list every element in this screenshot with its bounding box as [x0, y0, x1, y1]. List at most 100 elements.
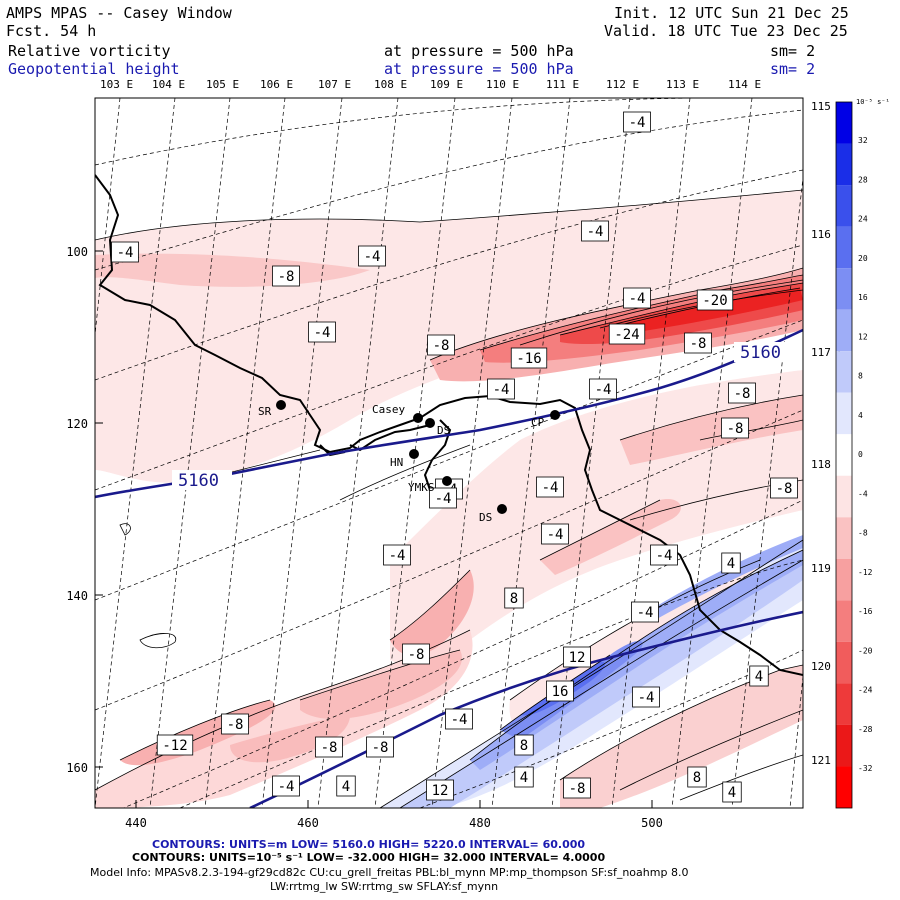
model-info: Model Info: MPASv8.2.3-194-gf29cd82c CU:…: [90, 866, 689, 879]
colorbar-swatch: [836, 392, 852, 435]
vorticity-label: -4: [541, 523, 569, 545]
vorticity-label: -8: [221, 713, 249, 735]
vorticity-label: 12: [563, 646, 591, 668]
colorbar-swatch: [836, 143, 852, 186]
colorbar-label: 8: [858, 372, 863, 381]
vorticity-label: -8: [402, 643, 430, 665]
svg-text:-4: -4: [364, 249, 381, 265]
x-tick-label: 440: [125, 816, 147, 830]
field2-level: at pressure = 500 hPa: [384, 60, 574, 78]
svg-text:-8: -8: [227, 717, 244, 733]
colorbar-swatch: [836, 268, 852, 310]
latlon-grid: [95, 98, 803, 808]
vorticity-label: -8: [366, 736, 394, 758]
svg-text:-8: -8: [278, 269, 295, 285]
y-axis-labels: 100 120 140 160: [66, 245, 88, 775]
svg-text:16: 16: [552, 684, 569, 700]
colorbar-swatch: [836, 351, 852, 393]
station-dot: [425, 418, 435, 428]
station-label: YMKS: [408, 481, 435, 494]
svg-text:-4: -4: [278, 779, 295, 795]
colorbar-swatch: [836, 309, 852, 352]
svg-text:4: 4: [728, 785, 736, 801]
vorticity-label: -4: [631, 601, 659, 623]
colorbar-label: 20: [858, 254, 868, 263]
init-time: Init. 12 UTC Sun 21 Dec 25: [614, 4, 849, 22]
colorbar-label: -4: [858, 489, 868, 498]
colorbar-label: 4: [858, 411, 863, 420]
lon-label-top: 103 E: [100, 78, 134, 91]
svg-text:-4: -4: [629, 291, 646, 307]
station-dot: [550, 410, 560, 420]
svg-text:-8: -8: [734, 386, 751, 402]
svg-text:-8: -8: [727, 421, 744, 437]
map-layers: 5160 5160 -4-4 -4-8-4-4-4 -20-8-24-8-16-4-…: [95, 98, 803, 808]
vorticity-label: 8: [687, 766, 707, 788]
svg-text:4: 4: [342, 779, 350, 795]
colorbar-swatch: [836, 558, 852, 601]
axis-ticks: [95, 250, 653, 808]
station-label: DS: [479, 511, 492, 524]
vorticity-label: -16: [510, 347, 548, 369]
station-label: SR: [258, 405, 272, 418]
colorbar-label: -20: [858, 646, 873, 655]
colorbar-swatch: [836, 600, 852, 642]
vorticity-label: -8: [427, 334, 455, 356]
stations: SR Casey DS HN YMKS DS CP: [258, 400, 560, 524]
colorbar-swatch: [836, 226, 852, 269]
svg-text:-4: -4: [451, 712, 468, 728]
vorticity-contour-info: CONTOURS: UNITS=10⁻⁵ s⁻¹ LOW= -32.000 HI…: [132, 851, 606, 864]
height-contour-info: CONTOURS: UNITS=m LOW= 5160.0 HIGH= 5220…: [152, 838, 586, 851]
vorticity-label: 4: [722, 781, 742, 803]
station-dot: [442, 476, 452, 486]
colorbar-swatch: [836, 475, 852, 518]
vorticity-label: 4: [514, 766, 534, 788]
lon-label-top: 107 E: [318, 78, 352, 91]
colorbar-swatch: [836, 641, 852, 684]
svg-text:-8: -8: [321, 740, 338, 756]
svg-text:8: 8: [510, 591, 518, 607]
vorticity-label: 8: [514, 734, 534, 756]
svg-text:-24: -24: [614, 327, 639, 343]
svg-text:-4: -4: [638, 690, 655, 706]
lon-label-top: 111 E: [546, 78, 580, 91]
lon-label-top: 104 E: [152, 78, 186, 91]
station-label: Casey: [372, 403, 405, 416]
colorbar-swatch: [836, 102, 852, 144]
vorticity-contours: [95, 189, 803, 808]
colorbar-label: 12: [858, 332, 868, 341]
svg-text:4: 4: [727, 556, 735, 572]
vorticity-label: -4: [623, 287, 651, 309]
colorbar-swatch: [836, 185, 852, 227]
colorbar-label: 28: [858, 175, 868, 184]
svg-text:-8: -8: [433, 338, 450, 354]
forecast-hour: Fcst. 54 h: [6, 22, 97, 40]
vorticity-label: -8: [272, 265, 300, 287]
svg-text:12: 12: [432, 783, 449, 799]
vorticity-label: -24: [608, 323, 646, 345]
vorticity-label: -8: [728, 382, 756, 404]
field1-smooth: sm= 2: [770, 42, 816, 60]
vorticity-label: 4: [721, 552, 741, 574]
vorticity-label: -4: [632, 686, 660, 708]
height-label: 5160: [740, 343, 781, 363]
svg-text:-16: -16: [516, 351, 541, 367]
vorticity-label: -4: [445, 708, 473, 730]
svg-text:4: 4: [755, 669, 763, 685]
station-dot: [497, 504, 507, 514]
svg-text:-20: -20: [702, 293, 727, 309]
colorbar-label: 24: [858, 215, 868, 224]
x-tick-label: 460: [297, 816, 319, 830]
svg-text:-4: -4: [637, 605, 654, 621]
vorticity-label: -4: [650, 544, 678, 566]
x-tick-label: 480: [469, 816, 491, 830]
svg-text:-4: -4: [587, 224, 604, 240]
height-label: 5160: [178, 471, 219, 491]
vorticity-label: 4: [749, 665, 769, 687]
vorticity-label: -4: [487, 378, 515, 400]
colorbar-label: -32: [858, 764, 873, 773]
vorticity-label: -4: [623, 111, 651, 133]
x-tick-label: 500: [641, 816, 663, 830]
svg-text:-4: -4: [542, 480, 559, 496]
